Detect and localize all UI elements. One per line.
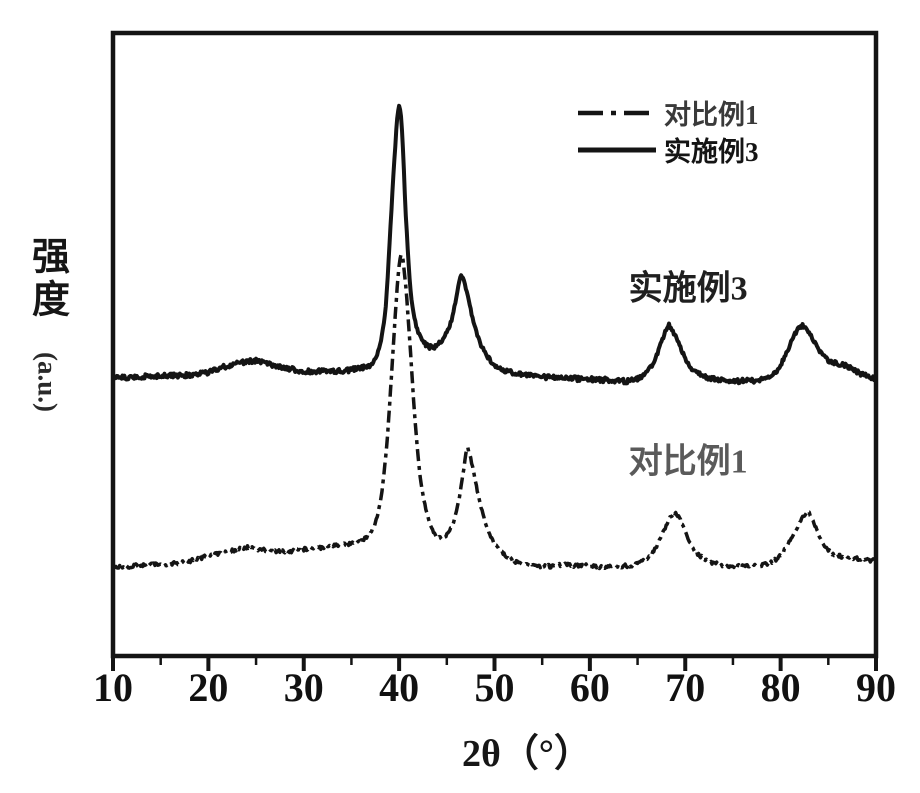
x-tick-label-40: 40	[379, 665, 420, 710]
x-tick-label-10: 10	[93, 665, 133, 710]
x-tick-label-80: 80	[760, 665, 801, 710]
x-tick-label-60: 60	[569, 665, 610, 710]
x-axis-title: 2θ（°）	[461, 733, 593, 775]
x-tick-label-30: 30	[283, 665, 324, 710]
solid-line-sample	[578, 147, 656, 152]
x-tick-label-20: 20	[188, 665, 229, 710]
series-curves	[111, 103, 878, 571]
curve-对比例1	[111, 252, 877, 571]
dash-dot-line-sample	[578, 110, 656, 115]
y-axis-label-text: 强度	[25, 236, 68, 322]
annotation-example3: 实施例3	[628, 270, 748, 308]
legend-label-comparative1: 对比例1	[664, 100, 759, 130]
annotation-comparative1: 对比例1	[628, 443, 748, 481]
legend-entry-example3: 实施例3	[578, 131, 759, 168]
legend: 对比例1 实施例3	[578, 94, 759, 168]
x-axis-ticks	[111, 658, 878, 671]
y-axis-label-unit: (a.u.)	[32, 352, 63, 412]
y-axis-label: 强度 (a.u.)	[24, 236, 70, 412]
x-tick-label-70: 70	[665, 665, 706, 710]
curve-实施例3	[112, 103, 878, 386]
x-tick-label-90: 90	[856, 665, 896, 710]
legend-label-example3: 实施例3	[664, 137, 759, 167]
legend-entry-comparative1: 对比例1	[578, 94, 759, 131]
plot-frame	[110, 30, 879, 659]
x-tick-label-50: 50	[474, 665, 515, 710]
